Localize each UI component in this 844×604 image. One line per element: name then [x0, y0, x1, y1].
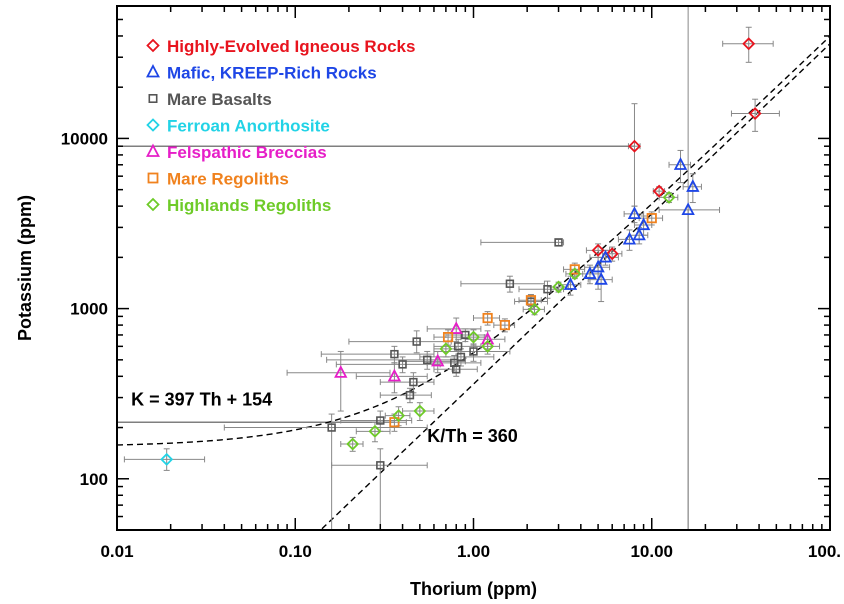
annotations-layer: K = 397 Th + 154 K/Th = 360 — [131, 389, 518, 445]
point-mafic-kreep-rich-rocks-5 — [632, 227, 646, 241]
point-mare-regoliths-5 — [442, 331, 454, 343]
point-highly-evolved-igneous-rocks-1 — [652, 184, 666, 198]
x-tick-label: 0.10 — [279, 542, 312, 561]
point-mare-regoliths-6 — [389, 417, 400, 428]
point-mare-basalts-10 — [376, 416, 385, 425]
legend-label-mare-basalts: Mare Basalts — [167, 90, 272, 109]
point-mare-basalts-13 — [469, 347, 478, 356]
legend: Highly-Evolved Igneous Rocks Mafic, KREEP… — [146, 37, 415, 215]
point-mare-basalts-12 — [376, 461, 385, 470]
legend-marker-mare-regoliths — [147, 172, 159, 184]
legend-label-mafic-kreep-rich-rocks: Mafic, KREEP-Rich Rocks — [167, 64, 377, 83]
point-highlands-regoliths-8 — [392, 409, 406, 423]
legend-label-highly-evolved-igneous-rocks: Highly-Evolved Igneous Rocks — [167, 37, 415, 56]
x-tick-label: 100. — [808, 542, 841, 561]
point-mare-basalts-11 — [327, 423, 336, 432]
fit-line-1 — [321, 43, 831, 530]
legend-label-ferroan-anorthosite: Ferroan Anorthosite — [167, 117, 330, 136]
point-mare-basalts-6 — [390, 349, 399, 359]
point-highlands-regoliths-7 — [413, 404, 427, 418]
legend-label-highlands-regoliths: Highlands Regoliths — [167, 196, 331, 215]
y-tick-label: 1000 — [70, 300, 108, 319]
point-highly-evolved-igneous-rocks-3 — [748, 107, 762, 121]
point-highly-evolved-igneous-rocks-0 — [628, 139, 641, 153]
y-tick-label: 10000 — [61, 129, 108, 148]
point-felspathic-breccias-4 — [480, 331, 495, 345]
point-mafic-kreep-rich-rocks-6 — [622, 231, 637, 245]
point-mafic-kreep-rich-rocks-10 — [594, 271, 608, 285]
point-highlands-regoliths-1 — [568, 267, 582, 281]
legend-marker-highly-evolved-igneous-rocks — [146, 38, 160, 53]
annotation-0: K = 397 Th + 154 — [131, 389, 272, 409]
point-highly-evolved-igneous-rocks-5 — [605, 247, 619, 261]
point-highlands-regoliths-5 — [481, 339, 495, 353]
point-mare-basalts-16 — [452, 365, 461, 374]
point-mare-basalts-5 — [423, 355, 432, 365]
legend-marker-mafic-kreep-rich-rocks — [146, 64, 160, 78]
point-mafic-kreep-rich-rocks-1 — [686, 179, 700, 192]
point-highly-evolved-igneous-rocks-2 — [742, 37, 756, 51]
ticks-layer — [116, 5, 831, 531]
point-mare-regoliths-4 — [482, 312, 493, 324]
point-mare-basalts-1 — [505, 279, 515, 288]
legend-marker-felspathic-breccias — [146, 143, 160, 157]
point-mafic-kreep-rich-rocks-11 — [563, 277, 578, 290]
point-mare-basalts-0 — [554, 238, 563, 247]
point-mafic-kreep-rich-rocks-0 — [673, 157, 688, 170]
point-mare-basalts-8 — [409, 377, 418, 387]
plot-frame — [116, 5, 831, 531]
legend-marker-mare-basalts — [148, 94, 158, 104]
point-mafic-kreep-rich-rocks-3 — [627, 206, 642, 220]
point-mafic-kreep-rich-rocks-7 — [598, 249, 613, 263]
point-mare-basalts-4 — [412, 337, 421, 346]
point-mare-basalts-9 — [405, 390, 415, 400]
point-highlands-regoliths-2 — [552, 280, 566, 294]
point-felspathic-breccias-0 — [334, 365, 348, 378]
point-mare-basalts-17 — [453, 342, 463, 351]
legend-label-mare-regoliths: Mare Regoliths — [167, 170, 289, 189]
x-tick-label: 10.00 — [630, 542, 673, 561]
point-mare-regoliths-3 — [499, 319, 510, 331]
legend-marker-highlands-regoliths — [146, 197, 160, 212]
point-felspathic-breccias-1 — [387, 368, 402, 382]
x-tick-label: 0.01 — [100, 542, 133, 561]
point-ferroan-anorthosite-0 — [160, 452, 174, 466]
y-axis-title: Potassium (ppm) — [15, 195, 35, 341]
point-highlands-regoliths-10 — [346, 437, 360, 451]
point-felspathic-breccias-3 — [449, 321, 463, 334]
point-mare-basalts-2 — [543, 285, 552, 294]
error-bars-layer — [123, 5, 780, 531]
point-mare-basalts-18 — [461, 330, 470, 340]
point-mare-regoliths-1 — [569, 264, 580, 275]
point-highlands-regoliths-4 — [467, 330, 480, 344]
point-highlands-regoliths-0 — [662, 190, 676, 204]
point-mafic-kreep-rich-rocks-8 — [591, 259, 605, 273]
point-mare-regoliths-2 — [525, 295, 537, 306]
point-mafic-kreep-rich-rocks-4 — [636, 217, 651, 231]
point-mare-basalts-14 — [456, 352, 466, 362]
point-highlands-regoliths-6 — [439, 342, 453, 356]
legend-label-felspathic-breccias: Felspathic Breccias — [167, 143, 327, 162]
point-mafic-kreep-rich-rocks-2 — [681, 202, 695, 216]
x-axis-title: Thorium (ppm) — [410, 579, 537, 599]
fit-lines-layer — [116, 35, 831, 530]
annotation-1: K/Th = 360 — [427, 426, 518, 446]
point-felspathic-breccias-2 — [431, 353, 445, 367]
point-mare-basalts-7 — [398, 360, 407, 369]
point-highly-evolved-igneous-rocks-4 — [591, 243, 605, 257]
data-points-layer — [160, 37, 762, 470]
point-highlands-regoliths-9 — [368, 424, 382, 438]
point-highlands-regoliths-3 — [528, 302, 542, 316]
tick-labels-layer: 0.01 0.10 1.00 10.00 100. 100 1000 10000 — [61, 129, 841, 561]
point-mare-regoliths-0 — [646, 213, 657, 224]
point-mafic-kreep-rich-rocks-9 — [583, 266, 597, 279]
y-tick-label: 100 — [80, 470, 108, 489]
legend-marker-ferroan-anorthosite — [146, 118, 160, 132]
x-tick-label: 1.00 — [457, 542, 490, 561]
